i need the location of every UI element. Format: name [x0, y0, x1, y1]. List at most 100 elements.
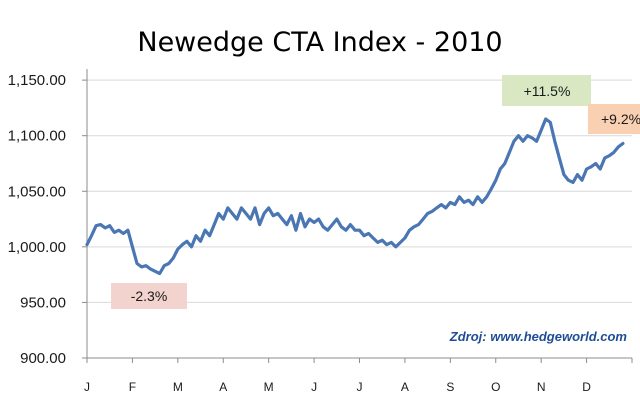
- y-tick-label: 1,050.00: [8, 183, 66, 200]
- data-point: [622, 142, 624, 145]
- data-point: [199, 240, 202, 243]
- data-point: [385, 243, 388, 246]
- data-point: [558, 157, 561, 159]
- data-point: [367, 232, 370, 235]
- data-point: [572, 181, 574, 184]
- annotation-minus-label: -2.3%: [131, 288, 168, 304]
- data-point: [581, 179, 583, 181]
- data-point: [117, 229, 120, 231]
- data-point: [177, 248, 179, 250]
- data-point: [304, 226, 306, 228]
- data-point: [522, 140, 524, 143]
- annotation-peak-label: +11.5%: [524, 83, 571, 99]
- data-point: [272, 214, 275, 217]
- data-point: [217, 212, 220, 215]
- data-point: [603, 157, 606, 159]
- data-point: [549, 121, 552, 124]
- data-point: [431, 210, 433, 213]
- x-tick-label: J: [311, 380, 317, 394]
- data-point: [499, 168, 502, 170]
- data-point: [426, 212, 429, 215]
- x-tick-label: J: [357, 380, 363, 394]
- data-point: [576, 173, 579, 176]
- data-point: [245, 212, 247, 215]
- data-point: [435, 207, 438, 209]
- data-point: [258, 223, 261, 226]
- data-point: [108, 224, 111, 227]
- x-tick-label: M: [173, 380, 183, 394]
- data-point: [104, 227, 106, 229]
- data-point: [213, 223, 215, 226]
- data-point: [263, 212, 265, 215]
- y-tick-label: 1,000.00: [8, 239, 66, 256]
- annotation-minus-box: [111, 283, 187, 309]
- data-point: [149, 268, 152, 270]
- data-point: [345, 229, 347, 231]
- data-point: [590, 166, 592, 168]
- data-point: [231, 212, 234, 215]
- data-point: [399, 241, 402, 244]
- x-tick-label: O: [491, 380, 500, 394]
- data-point: [308, 218, 311, 220]
- data-point: [544, 118, 547, 120]
- data-point: [317, 218, 320, 220]
- data-point: [290, 214, 293, 217]
- data-point: [195, 234, 197, 237]
- data-point: [485, 196, 488, 198]
- annotation-end-box: [588, 104, 640, 134]
- annotation-minus: -2.3%: [111, 283, 187, 309]
- data-point: [181, 243, 184, 246]
- data-point: [131, 246, 134, 248]
- data-point: [413, 226, 415, 228]
- data-point: [422, 218, 424, 220]
- y-tick-labels: 1,150.00 1,100.00 1,050.00 1,000.00 950.00 90…: [8, 72, 66, 367]
- data-point: [417, 223, 420, 226]
- data-point: [249, 218, 252, 220]
- data-point: [335, 218, 338, 220]
- chart-title: Newedge CTA Index - 2010: [137, 27, 502, 58]
- data-point: [444, 207, 447, 209]
- data-point: [204, 229, 206, 231]
- data-point: [326, 229, 329, 231]
- annotation-end-label: +9.2%: [601, 111, 640, 127]
- data-point: [163, 264, 166, 267]
- data-point: [390, 241, 393, 244]
- data-point: [454, 203, 456, 206]
- x-tick-label: F: [129, 380, 136, 394]
- data-point: [140, 266, 143, 268]
- data-point: [286, 223, 288, 226]
- data-point: [613, 151, 615, 154]
- data-point: [281, 218, 284, 220]
- data-point: [226, 207, 229, 209]
- data-point: [563, 173, 565, 176]
- x-tick-label: M: [264, 380, 274, 394]
- annotation-peak: +11.5%: [502, 75, 591, 106]
- data-point: [504, 162, 506, 165]
- data-point: [349, 223, 352, 226]
- data-point: [467, 199, 470, 201]
- data-point: [540, 129, 542, 131]
- data-point: [358, 229, 361, 231]
- x-tick-label: J: [84, 380, 90, 394]
- data-point: [113, 231, 116, 234]
- data-point: [136, 262, 138, 265]
- data-point: [463, 201, 465, 204]
- data-point: [331, 223, 334, 226]
- annotation-end: +9.2%: [588, 104, 640, 134]
- data-point: [476, 196, 479, 198]
- data-point: [122, 232, 125, 235]
- data-point: [222, 218, 225, 220]
- data-point: [340, 226, 343, 228]
- data-point: [490, 188, 493, 190]
- data-point: [508, 151, 511, 154]
- data-point: [458, 196, 461, 198]
- y-tick-label: 900.00: [20, 350, 66, 367]
- data-point: [472, 203, 474, 206]
- y-tick-label: 950.00: [20, 294, 66, 311]
- data-point: [395, 246, 397, 248]
- data-point: [145, 264, 147, 267]
- data-point: [154, 270, 156, 273]
